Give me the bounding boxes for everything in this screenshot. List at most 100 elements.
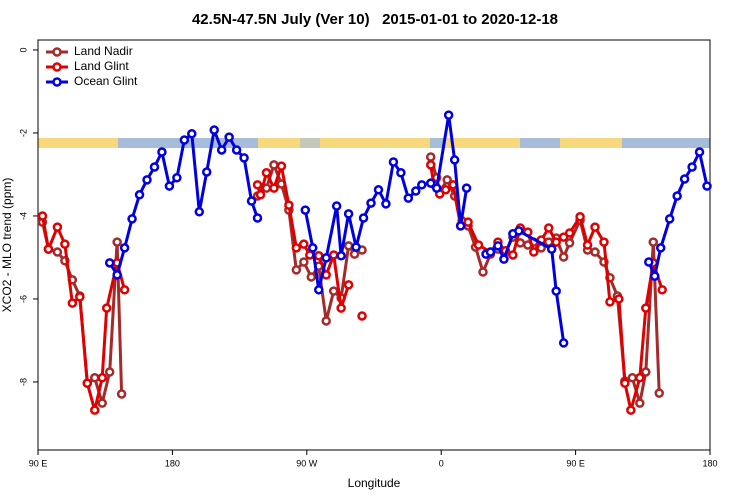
data-point xyxy=(52,222,63,232)
data-point xyxy=(328,250,339,260)
land-band xyxy=(300,138,320,148)
data-point xyxy=(605,297,615,307)
data-point xyxy=(343,241,354,251)
data-point xyxy=(331,201,342,211)
data-point xyxy=(440,185,451,195)
data-point xyxy=(461,183,472,193)
x-tick-label: 180 xyxy=(165,458,180,468)
data-point xyxy=(614,294,624,304)
data-point xyxy=(626,405,636,415)
data-point xyxy=(37,211,48,221)
data-point xyxy=(644,257,654,267)
data-point xyxy=(403,193,414,203)
data-point xyxy=(119,285,130,295)
data-point xyxy=(664,214,675,224)
data-point xyxy=(67,298,78,308)
data-point xyxy=(648,237,659,247)
legend-label: Ocean Glint xyxy=(74,74,138,88)
data-point xyxy=(641,303,651,313)
data-point xyxy=(564,228,575,238)
data-point xyxy=(373,185,384,195)
data-point xyxy=(328,286,339,296)
x-tick-label: 90 E xyxy=(29,458,48,468)
data-point xyxy=(104,258,115,268)
data-point xyxy=(558,232,569,242)
data-point xyxy=(97,373,107,383)
data-point xyxy=(299,257,309,267)
data-point xyxy=(134,190,145,200)
data-point xyxy=(164,181,175,191)
data-point xyxy=(261,168,272,178)
data-point xyxy=(75,292,85,302)
data-point xyxy=(43,244,54,254)
data-point xyxy=(252,213,263,223)
data-point xyxy=(313,285,324,295)
data-point xyxy=(635,373,645,383)
y-tick-label: -2 xyxy=(18,129,28,137)
data-point xyxy=(381,199,391,209)
land-band xyxy=(560,138,622,148)
data-point xyxy=(157,147,167,157)
data-point xyxy=(358,213,369,223)
data-point xyxy=(89,373,100,383)
data-point xyxy=(627,373,638,383)
data-point xyxy=(112,237,122,247)
data-point xyxy=(551,286,561,296)
data-point xyxy=(546,244,557,254)
land-ocean-strip xyxy=(38,138,710,148)
x-tick-label: 0 xyxy=(439,458,444,468)
data-point xyxy=(172,173,182,183)
data-point xyxy=(702,181,712,191)
data-point xyxy=(564,238,575,248)
data-point xyxy=(499,254,509,264)
data-point xyxy=(455,221,466,231)
data-point xyxy=(82,378,93,388)
y-axis-label: XCO2 - MLO trend (ppm) xyxy=(0,178,14,313)
data-point xyxy=(649,271,660,281)
data-point xyxy=(514,226,524,236)
legend-marker xyxy=(52,77,62,87)
data-point xyxy=(313,251,324,261)
data-point xyxy=(209,125,219,135)
data-point xyxy=(417,180,427,190)
data-point xyxy=(343,280,354,290)
data-point xyxy=(641,367,651,377)
data-point xyxy=(449,155,460,165)
data-point xyxy=(308,243,318,253)
data-point xyxy=(558,338,569,348)
data-point xyxy=(599,237,609,247)
data-point xyxy=(655,243,666,253)
data-point xyxy=(201,167,212,177)
data-point xyxy=(112,270,122,280)
data-point xyxy=(694,147,705,157)
legend-label: Land Glint xyxy=(74,59,129,73)
data-point xyxy=(551,237,561,247)
data-point xyxy=(252,180,263,190)
data-point xyxy=(582,240,593,250)
land-band xyxy=(38,138,118,148)
data-point xyxy=(443,110,454,120)
x-axis-label: Longitude xyxy=(348,476,401,490)
x-tick-label: 90 E xyxy=(566,458,585,468)
data-point xyxy=(239,153,249,163)
y-tick-label: -8 xyxy=(18,378,28,386)
data-point xyxy=(672,191,682,201)
data-point xyxy=(635,398,645,408)
data-point xyxy=(478,267,488,277)
plot-frame xyxy=(37,39,711,451)
y-tick-label: 0 xyxy=(18,47,28,52)
data-point xyxy=(529,247,539,257)
data-point xyxy=(657,285,667,295)
data-point xyxy=(231,145,242,155)
chart-title: 42.5N-47.5N July (Ver 10) 2015-01-01 to … xyxy=(192,11,558,28)
data-point xyxy=(654,388,664,398)
data-point xyxy=(425,160,436,170)
legend-label: Land Nadir xyxy=(74,44,133,58)
data-point xyxy=(284,200,294,210)
data-point xyxy=(97,398,107,408)
data-point xyxy=(299,239,309,249)
data-point xyxy=(116,389,127,399)
data-point xyxy=(396,168,406,178)
data-point xyxy=(679,174,690,184)
